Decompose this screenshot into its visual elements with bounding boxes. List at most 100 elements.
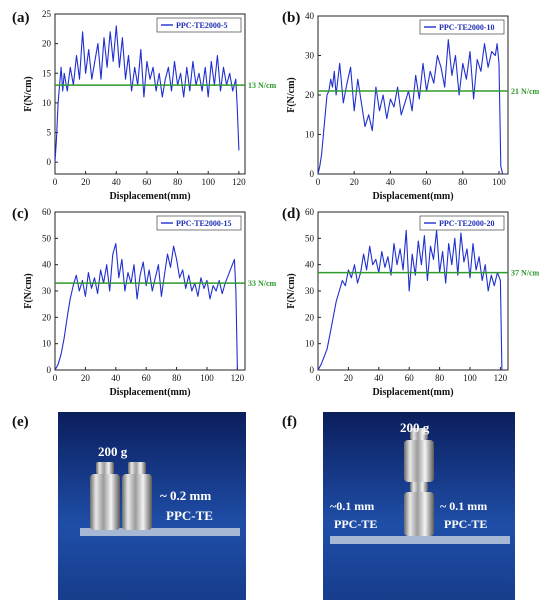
weight-icon bbox=[90, 462, 120, 530]
y-tick-label: 60 bbox=[42, 207, 52, 217]
y-tick-label: 50 bbox=[42, 233, 52, 243]
x-tick-label: 100 bbox=[201, 177, 215, 187]
panel-label-a: (a) bbox=[12, 10, 30, 26]
y-tick-label: 10 bbox=[305, 339, 315, 349]
legend-label: PPC-TE2000-15 bbox=[176, 219, 232, 228]
y-axis-label: F(N/cm) bbox=[23, 76, 34, 112]
series-line bbox=[317, 39, 504, 175]
x-tick-label: 20 bbox=[350, 177, 360, 187]
photo-f-film bbox=[330, 536, 510, 544]
panel-label-c: (c) bbox=[12, 206, 29, 222]
y-tick-label: 5 bbox=[47, 128, 52, 138]
film-label-e: PPC-TE bbox=[166, 508, 213, 523]
x-tick-label: 20 bbox=[81, 177, 91, 187]
legend-label: PPC-TE2000-10 bbox=[439, 23, 495, 32]
y-tick-label: 0 bbox=[47, 365, 52, 375]
y-tick-label: 40 bbox=[305, 11, 315, 21]
x-axis-label: Displacement(mm) bbox=[372, 191, 453, 202]
y-tick-label: 10 bbox=[305, 130, 315, 140]
thickness-label-e: ~ 0.2 mm bbox=[160, 488, 211, 503]
y-tick-label: 10 bbox=[42, 339, 52, 349]
x-tick-label: 0 bbox=[53, 177, 58, 187]
x-tick-label: 80 bbox=[458, 177, 468, 187]
film-label-f-right: PPC-TE bbox=[444, 517, 487, 531]
chart-a: (a) 0 20 40 60 80 100 120 0 5 10 15 20 25 Displacement… bbox=[12, 9, 277, 202]
panel-label-f: (f) bbox=[282, 414, 297, 430]
reference-label: 13 N/cm bbox=[248, 81, 277, 90]
x-tick-label: 60 bbox=[405, 373, 415, 383]
y-tick-label: 0 bbox=[310, 169, 315, 179]
x-tick-label: 40 bbox=[111, 373, 121, 383]
series-line bbox=[54, 243, 238, 371]
x-tick-label: 120 bbox=[232, 177, 246, 187]
panel-label-e: (e) bbox=[12, 414, 29, 430]
x-tick-label: 40 bbox=[374, 373, 384, 383]
y-tick-label: 60 bbox=[305, 207, 315, 217]
panel-label-d: (d) bbox=[282, 206, 300, 222]
legend-label: PPC-TE2000-5 bbox=[176, 21, 228, 30]
x-tick-label: 80 bbox=[173, 177, 183, 187]
x-axis-label: Displacement(mm) bbox=[109, 387, 190, 398]
x-tick-label: 60 bbox=[422, 177, 432, 187]
x-tick-label: 20 bbox=[344, 373, 354, 383]
x-axis-label: Displacement(mm) bbox=[109, 191, 190, 202]
y-tick-label: 25 bbox=[42, 9, 52, 19]
x-tick-label: 0 bbox=[316, 177, 321, 187]
legend-box bbox=[419, 19, 505, 35]
x-tick-label: 40 bbox=[386, 177, 396, 187]
weight-icon bbox=[122, 462, 152, 530]
y-tick-label: 30 bbox=[305, 51, 315, 61]
x-tick-label: 60 bbox=[142, 177, 152, 187]
y-tick-label: 40 bbox=[42, 260, 52, 270]
weight-icon bbox=[404, 482, 434, 536]
x-tick-label: 120 bbox=[231, 373, 245, 383]
series-line bbox=[317, 229, 503, 371]
y-tick-label: 0 bbox=[310, 365, 315, 375]
photo-e-film bbox=[80, 528, 240, 536]
x-tick-label: 60 bbox=[142, 373, 152, 383]
film-label-f-left: PPC-TE bbox=[334, 517, 377, 531]
x-tick-label: 120 bbox=[494, 373, 508, 383]
reference-label: 33 N/cm bbox=[248, 279, 277, 288]
reference-label: 21 N/cm bbox=[511, 87, 540, 96]
y-tick-label: 15 bbox=[42, 68, 52, 78]
x-tick-label: 100 bbox=[200, 373, 214, 383]
chart-c: (c) 0 20 40 60 80 100 120 0 10 20 30 40 50 60 Displacem… bbox=[12, 206, 277, 398]
series-line bbox=[54, 25, 240, 163]
y-tick-label: 20 bbox=[42, 39, 52, 49]
photo-panel-f: (f) 200 g ~0.1 mm PPC-TE ~ 0.1 mm PPC-TE bbox=[282, 412, 515, 600]
legend-box bbox=[156, 17, 242, 33]
y-tick-label: 50 bbox=[305, 233, 315, 243]
weight-icon bbox=[404, 428, 434, 482]
chart-panels: (a)0 20 40 60 80 100 1200510152025Displacement… bbox=[12, 9, 540, 398]
chart-b: (b) 0 20 40 60 80 100 0 10 20 30 40 Displacement(mm)… bbox=[282, 10, 540, 202]
weight-label-e: 200 g bbox=[98, 444, 128, 459]
legend-box bbox=[419, 215, 505, 231]
panel-label-b: (b) bbox=[282, 10, 300, 26]
plot-frame bbox=[54, 13, 246, 175]
x-tick-label: 40 bbox=[112, 177, 122, 187]
y-tick-label: 10 bbox=[42, 98, 52, 108]
y-tick-label: 30 bbox=[42, 286, 52, 296]
y-tick-label: 20 bbox=[305, 312, 315, 322]
photo-panel-e: (e) 200 g ~ 0.2 mm PPC-TE bbox=[12, 412, 246, 600]
thickness-label-f-right: ~ 0.1 mm bbox=[440, 499, 487, 513]
x-axis-label: Displacement(mm) bbox=[372, 387, 453, 398]
legend-label: PPC-TE2000-20 bbox=[439, 219, 495, 228]
x-tick-label: 100 bbox=[492, 177, 506, 187]
y-tick-label: 20 bbox=[42, 312, 52, 322]
x-tick-label: 0 bbox=[53, 373, 58, 383]
x-tick-label: 20 bbox=[81, 373, 91, 383]
y-tick-label: 20 bbox=[305, 90, 315, 100]
x-tick-label: 0 bbox=[316, 373, 321, 383]
x-tick-label: 80 bbox=[435, 373, 445, 383]
plot-frame bbox=[317, 211, 509, 371]
y-tick-label: 30 bbox=[305, 286, 315, 296]
weight-label-f: 200 g bbox=[400, 420, 430, 435]
y-axis-label: F(N/cm) bbox=[23, 273, 34, 309]
chart-d: (d) 0 20 40 60 80 100 120 0 10 20 30 40 50 60 Displacem… bbox=[282, 206, 540, 398]
x-tick-label: 100 bbox=[463, 373, 477, 383]
legend-box bbox=[156, 215, 242, 231]
y-tick-label: 0 bbox=[47, 157, 52, 167]
